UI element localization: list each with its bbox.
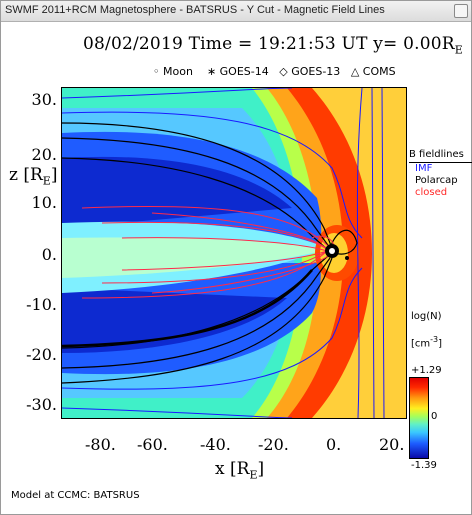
x-axis-label: x [RE] [215,459,264,481]
y-tick-30: 30. [31,90,57,109]
colorbar-title: log(N) [411,311,442,322]
legend-coms-symbol: △ [350,65,360,78]
footer-credit: Model at CCMC: BATSRUS [11,490,140,501]
y-axis-label-sub: E [42,174,51,188]
fieldlines-legend-polarcap: Polarcap [415,175,458,186]
legend-goes14-symbol: ∗ [206,65,217,78]
y-tick-neg20: -20. [26,345,57,364]
legend-coms-label: COMS [362,65,396,78]
x-tick-neg60: -60. [137,435,168,454]
y-tick-10: 10. [31,193,57,212]
colorbar [409,377,429,459]
y-axis-label-text: z [R [9,165,43,185]
colorbar-unit: [cm-3] [411,335,442,349]
x-tick-0: 0. [326,435,342,454]
x-axis-label-sub: E [249,468,258,482]
colorbar-max: +1.29 [411,365,442,376]
legend-moon-label: Moon [163,65,193,78]
satellite-legend: ◦ Moon ∗ GOES-14 ◇ GOES-13 △ COMS [153,65,396,78]
fieldlines-legend: B fieldlines IMF Polarcap closed [409,149,472,199]
y-tick-neg30: -30. [26,395,57,414]
colorbar-unit-sup: -3 [430,335,439,344]
fieldlines-legend-imf: IMF [415,163,433,174]
colorbar-unit-text: [cm [411,338,431,350]
x-tick-20: 20. [379,435,405,454]
headline-sub: E [454,43,463,57]
x-tick-neg80: -80. [85,435,116,454]
fieldlines-legend-title: B fieldlines [409,149,472,163]
plot-headline: 08/02/2019 Time = 19:21:53 UT y= 0.00RE [83,34,463,56]
x-axis-label-text: x [R [215,459,250,479]
y-tick-neg10: -10. [26,295,57,314]
x-tick-neg20: -20. [258,435,289,454]
x-axis-label-end: ] [257,459,265,479]
legend-moon-symbol: ◦ [153,65,160,78]
fieldlines-legend-closed: closed [415,187,448,198]
y-tick-0: 0. [41,245,57,264]
colorbar-min: -1.39 [411,460,437,471]
plot-canvas [62,88,406,418]
magnetosphere-plot [61,87,407,419]
window-title: SWMF 2011+RCM Magnetosphere - BATSRUS - … [5,4,385,16]
y-axis-label-end: ] [50,165,58,185]
x-tick-neg40: -40. [200,435,231,454]
y-axis-label: z [RE] [9,165,57,187]
headline-text: 08/02/2019 Time = 19:21:53 UT y= 0.00R [83,34,455,54]
y-tick-20: 20. [31,145,57,164]
close-button[interactable] [454,4,468,18]
legend-goes13-symbol: ◇ [279,65,288,78]
title-bar: SWMF 2011+RCM Magnetosphere - BATSRUS - … [1,1,471,22]
legend-goes13-label: GOES-13 [291,65,341,78]
colorbar-unit-end: ] [438,338,443,350]
colorbar-mid: 0 [431,411,438,422]
legend-goes14-label: GOES-14 [219,65,269,78]
